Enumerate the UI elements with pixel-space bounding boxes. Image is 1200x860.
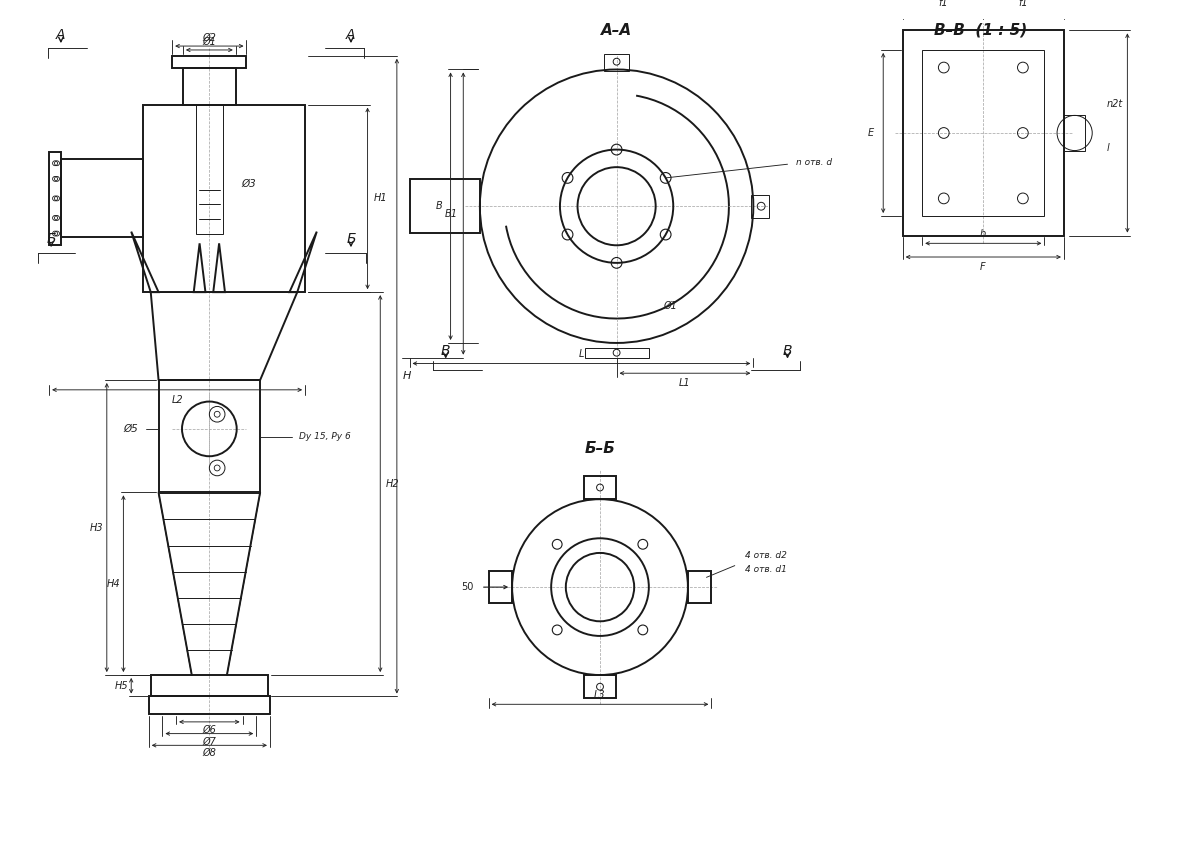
Text: L2: L2 — [172, 395, 182, 404]
Bar — [61, 159, 143, 237]
Text: Ø2: Ø2 — [203, 34, 216, 43]
Text: Ø1: Ø1 — [664, 301, 677, 310]
Bar — [488, 572, 512, 603]
Text: 50: 50 — [461, 582, 473, 592]
Text: Б: Б — [47, 232, 56, 247]
Text: Б–Б: Б–Б — [584, 441, 616, 456]
Bar — [751, 194, 769, 218]
Text: L: L — [578, 348, 584, 359]
Text: L3: L3 — [594, 690, 606, 699]
Text: Ø7: Ø7 — [203, 736, 216, 746]
Bar — [151, 675, 268, 697]
Text: Ø1: Ø1 — [203, 37, 216, 47]
Text: b: b — [979, 229, 986, 238]
Bar — [604, 54, 629, 71]
Text: H5: H5 — [115, 681, 128, 691]
Text: L1: L1 — [679, 378, 691, 388]
Bar — [584, 675, 616, 698]
Text: Ø8: Ø8 — [203, 748, 216, 759]
Text: Б: Б — [347, 232, 355, 247]
Bar — [196, 105, 223, 234]
Text: Dy 15, Py 6: Dy 15, Py 6 — [299, 433, 350, 441]
Bar — [923, 50, 1044, 216]
Text: n2t: n2t — [1106, 99, 1123, 108]
Text: F: F — [980, 261, 985, 272]
Text: H: H — [402, 372, 410, 381]
Text: l: l — [1106, 143, 1109, 152]
Text: n отв. d: n отв. d — [796, 157, 832, 167]
Text: Ø5: Ø5 — [124, 424, 138, 434]
Text: H3: H3 — [90, 523, 104, 532]
Text: А: А — [56, 28, 66, 42]
Bar — [143, 105, 305, 292]
Bar — [149, 697, 270, 714]
Text: 4 отв. d2: 4 отв. d2 — [745, 551, 787, 561]
Bar — [584, 476, 616, 499]
Bar — [182, 68, 235, 105]
Text: Ø6: Ø6 — [203, 725, 216, 734]
Bar — [688, 572, 712, 603]
Text: А–А: А–А — [601, 23, 632, 38]
Text: Ø3: Ø3 — [241, 179, 256, 188]
Text: H2: H2 — [386, 478, 400, 488]
Text: f1: f1 — [1018, 0, 1027, 8]
Text: H4: H4 — [107, 579, 120, 589]
Text: B: B — [436, 201, 443, 212]
Bar — [173, 56, 246, 68]
Text: В–В  (1 : 5): В–В (1 : 5) — [935, 23, 1027, 38]
Bar — [409, 179, 480, 232]
Text: А: А — [347, 28, 355, 42]
Bar — [49, 151, 61, 245]
Text: B1: B1 — [445, 209, 458, 219]
Text: H1: H1 — [373, 194, 388, 204]
Text: В: В — [440, 344, 450, 358]
Bar — [158, 380, 260, 493]
Bar — [1064, 115, 1085, 150]
Bar — [902, 30, 1064, 236]
Bar — [586, 347, 649, 358]
Text: E: E — [868, 128, 874, 138]
Text: В: В — [782, 344, 792, 358]
Text: f1: f1 — [938, 0, 948, 8]
Text: 4 отв. d1: 4 отв. d1 — [745, 565, 787, 574]
